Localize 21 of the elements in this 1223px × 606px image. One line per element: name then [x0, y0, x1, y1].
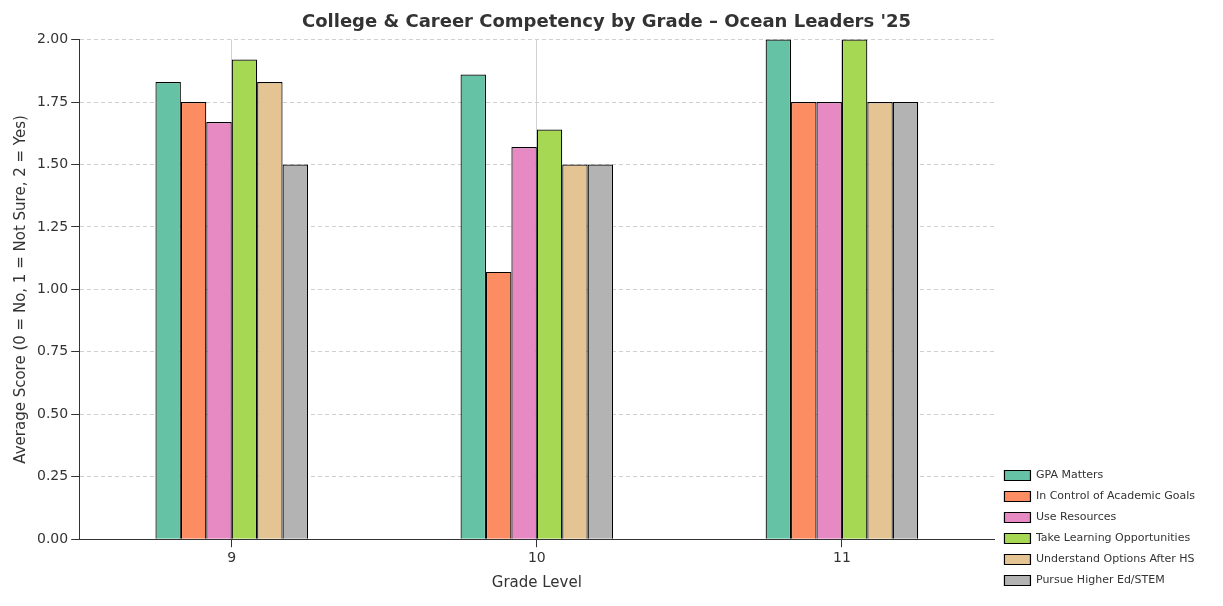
y-tick-label: 0.50 [37, 404, 69, 421]
legend-label: Pursue Higher Ed/STEM [1035, 573, 1165, 587]
chart-title: College & Career Competency by Grade – Ocean Leaders '25 [301, 10, 912, 32]
x-tick-label: 10 [527, 549, 546, 566]
y-tick-label: 2.00 [37, 30, 69, 47]
y-tick-label: 0.25 [37, 467, 69, 484]
x-tick-label: 11 [833, 549, 851, 566]
legend-label: Use Resources [1035, 510, 1117, 524]
y-tick-label: 1.00 [37, 280, 69, 297]
y-tick-label: 0.75 [37, 342, 69, 359]
y-tick-label: 0.00 [37, 529, 69, 546]
legend-label: GPA Matters [1035, 468, 1104, 482]
x-tick-label: 9 [227, 549, 237, 566]
legend-label: Take Learning Opportunities [1034, 531, 1191, 545]
y-axis-title: Average Score (0 = No, 1 = Not Sure, 2 = Yes) [10, 115, 29, 464]
legend-label: Understand Options After HS [1035, 552, 1195, 566]
y-tick-label: 1.50 [37, 155, 69, 172]
legend-label: In Control of Academic Goals [1035, 489, 1196, 503]
x-axis-title: Grade Level [491, 572, 582, 591]
y-tick-label: 1.25 [37, 217, 69, 234]
y-tick-label: 1.75 [37, 92, 69, 109]
